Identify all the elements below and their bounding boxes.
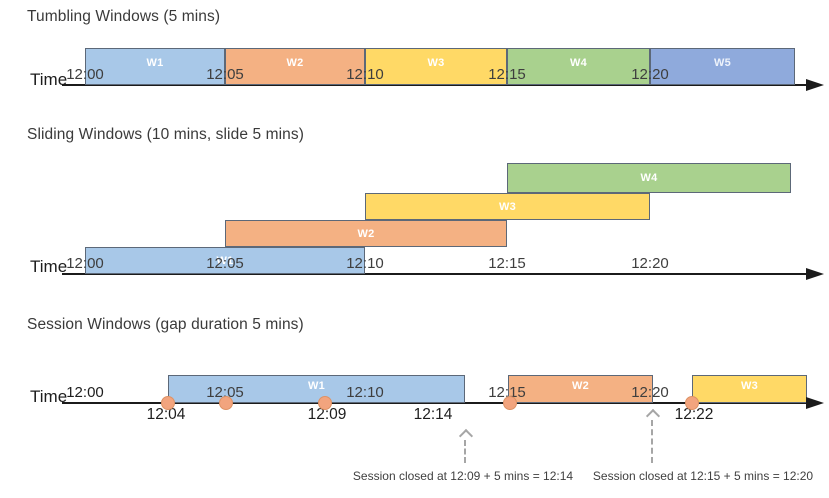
session-window-w3: W3 (692, 375, 807, 403)
window-label: W4 (640, 172, 658, 184)
up-arrow-icon (645, 408, 661, 463)
event-dot (318, 396, 332, 410)
sliding-window-w3: W3 (365, 193, 650, 220)
event-dot (503, 396, 517, 410)
timeline-arrowhead-icon (806, 268, 824, 280)
session-window-w2: W2 (508, 375, 653, 403)
timeline-arrowhead-icon (806, 397, 824, 409)
window-label: W2 (571, 380, 590, 392)
event-time-1209: 12:09 (307, 406, 347, 423)
event-dot (161, 396, 175, 410)
session-title: Session Windows (gap duration 5 mins) (27, 316, 304, 333)
sliding-tick-1210: 12:10 (346, 255, 384, 272)
window-label: W1 (307, 380, 326, 392)
tumbling-window-w2: W2 (225, 48, 365, 85)
tumbling-window-w3: W3 (365, 48, 507, 85)
window-label: W1 (216, 254, 234, 267)
session-tick-1220: 12:20 (631, 384, 669, 401)
window-label: W2 (357, 227, 375, 240)
tumbling-window-w5: W5 (650, 48, 795, 85)
session-timeline (62, 402, 808, 404)
sliding-window-w2: W2 (225, 220, 507, 247)
session-tick-1210: 12:10 (346, 384, 384, 401)
tumbling-tick-1200: 12:00 (66, 66, 104, 83)
session-tick-1200: 12:00 (66, 384, 104, 401)
window-label: W5 (713, 57, 732, 69)
tumbling-tick-1215: 12:15 (488, 66, 526, 83)
window-label: W1 (146, 57, 164, 69)
sliding-timeline (62, 273, 808, 275)
sliding-tick-1220: 12:20 (631, 255, 669, 272)
tumbling-tick-1210: 12:10 (346, 66, 384, 83)
sliding-time-label: Time (30, 257, 68, 276)
window-label: W3 (740, 380, 759, 392)
event-dot (685, 396, 699, 410)
session-window-w1: W1 (168, 375, 465, 403)
sliding-title: Sliding Windows (10 mins, slide 5 mins) (27, 126, 304, 143)
tumbling-tick-1205: 12:05 (206, 66, 244, 83)
sliding-window-w1: W1 (85, 247, 365, 274)
arrowhead-chevron (645, 408, 661, 424)
event-time-1222: 12:22 (674, 406, 714, 423)
tumbling-window-w4: W4 (507, 48, 650, 85)
up-arrow-icon (458, 428, 474, 463)
timeline-arrowhead-icon (806, 79, 824, 91)
window-label: W2 (286, 57, 304, 69)
arrowhead-chevron (458, 428, 474, 444)
event-time-1204: 12:04 (146, 406, 186, 423)
session-time-label: Time (30, 387, 68, 406)
event-dot (219, 396, 233, 410)
session-closed-note-1: Session closed at 12:09 + 5 mins = 12:14 (352, 469, 574, 483)
window-label: W3 (427, 57, 445, 69)
tumbling-window-w1: W1 (85, 48, 225, 85)
session-closed-note-2: Session closed at 12:15 + 5 mins = 12:20 (592, 469, 814, 483)
sliding-window-w4: W4 (507, 163, 791, 193)
session-tick-1215: 12:15 (488, 384, 526, 401)
tumbling-time-label: Time (30, 70, 68, 89)
window-label: W4 (569, 57, 588, 69)
tumbling-timeline (62, 84, 808, 86)
session-tick-1205: 12:05 (206, 384, 244, 401)
sliding-tick-1215: 12:15 (488, 255, 526, 272)
sliding-tick-1200: 12:00 (66, 255, 104, 272)
tumbling-tick-1220: 12:20 (631, 66, 669, 83)
tumbling-title: Tumbling Windows (5 mins) (27, 8, 221, 25)
event-time-1214: 12:14 (413, 406, 453, 423)
window-label: W3 (498, 200, 517, 213)
sliding-tick-1205: 12:05 (206, 255, 244, 272)
